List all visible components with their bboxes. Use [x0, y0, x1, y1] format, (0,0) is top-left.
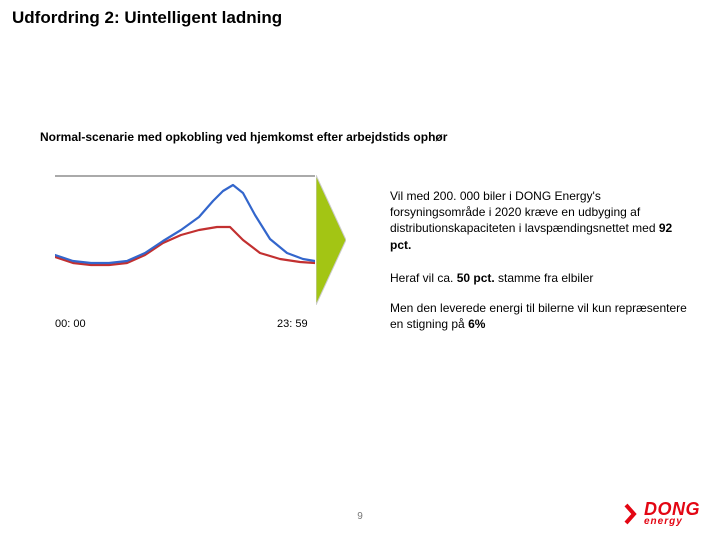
- arrow-triangle: [316, 175, 346, 305]
- para2-pre: Heraf vil ca.: [390, 271, 457, 285]
- time-start-label: 00: 00: [55, 318, 86, 330]
- para3-bold: 6%: [468, 317, 485, 331]
- paragraph-3: Men den leverede energi til bilerne vil …: [390, 300, 690, 332]
- para2-bold: 50 pct.: [457, 271, 495, 285]
- page-title: Udfordring 2: Uintelligent ladning: [12, 8, 282, 28]
- time-end-label: 23: 59: [277, 318, 308, 330]
- page-number: 9: [357, 511, 363, 522]
- para2-post: stamme fra elbiler: [495, 271, 594, 285]
- subtitle: Normal-scenarie med opkobling ved hjemko…: [40, 130, 447, 144]
- logo-sub: energy: [644, 518, 700, 527]
- paragraph-2: Heraf vil ca. 50 pct. stamme fra elbiler: [390, 270, 690, 286]
- load-chart: [55, 175, 315, 305]
- logo-text: DONG energy: [644, 502, 700, 526]
- chart-svg: [55, 175, 315, 305]
- triangle-svg: [316, 175, 346, 305]
- brand-logo: DONG energy: [624, 502, 700, 526]
- paragraph-1: Vil med 200. 000 biler i DONG Energy's f…: [390, 188, 690, 253]
- logo-caret-icon: [624, 503, 640, 525]
- para3-pre: Men den leverede energi til bilerne vil …: [390, 301, 687, 331]
- para1-pre: Vil med 200. 000 biler i DONG Energy's f…: [390, 189, 659, 235]
